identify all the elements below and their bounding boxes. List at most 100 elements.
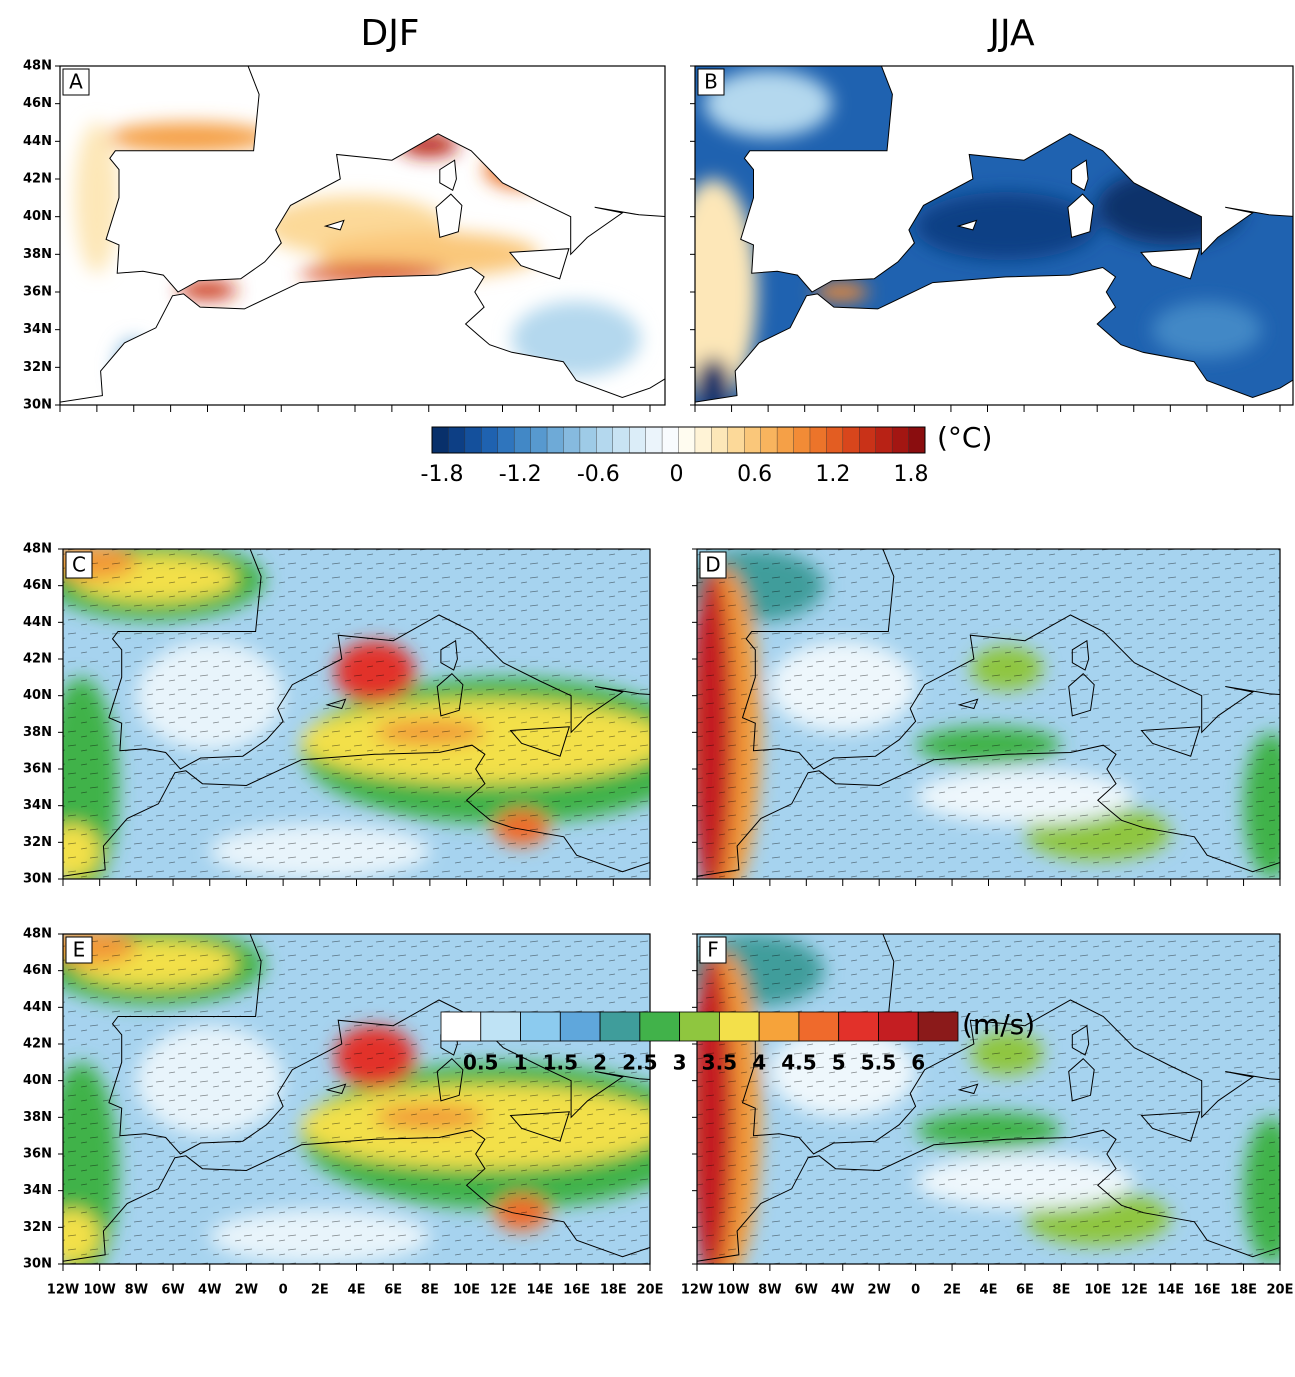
lat-label: 32N <box>23 1220 52 1235</box>
colorbar-tick-label: 4 <box>752 1051 766 1075</box>
streamlines <box>697 934 1280 1264</box>
colorbar-swatch <box>580 427 597 453</box>
lat-label: 48N <box>23 927 52 942</box>
lat-label: 36N <box>23 285 52 300</box>
lon-label: 10E <box>1084 1283 1111 1298</box>
figure: DJF JJA A48N46N44N42N40N38N36N34N32N30NB… <box>0 0 1295 1377</box>
colorbar-tick-label: 6 <box>911 1051 925 1075</box>
colorbar-tick-label: 3.5 <box>702 1051 737 1075</box>
colorbar-swatch <box>640 1012 680 1041</box>
lat-label: 48N <box>23 542 52 557</box>
colorbar-unit: (m/s) <box>962 1008 1035 1041</box>
colorbar-tick-label: 3 <box>673 1051 687 1075</box>
lon-label: 12E <box>1121 1283 1148 1298</box>
lat-label: 48N <box>23 59 52 74</box>
colorbar-swatch <box>613 427 630 453</box>
map-panel <box>45 540 705 898</box>
lon-label: 2E <box>311 1283 329 1298</box>
lat-label: 36N <box>23 762 52 777</box>
lon-label: 8E <box>1052 1283 1070 1298</box>
lat-label: 36N <box>23 1147 52 1162</box>
field-blob <box>106 123 272 153</box>
lon-label: 14E <box>1157 1283 1184 1298</box>
lat-label: 34N <box>23 798 52 813</box>
lat-label: 38N <box>23 1110 52 1125</box>
colorbar-swatch <box>892 427 909 453</box>
colorbar-swatch <box>679 427 696 453</box>
colorbar-tick-label: 1.5 <box>543 1051 578 1075</box>
lat-label: 38N <box>23 247 52 262</box>
colorbar-swatch <box>498 427 515 453</box>
lon-label: 6W <box>161 1283 184 1298</box>
lon-label: 20E <box>1267 1283 1294 1298</box>
colorbar-tick-label: 0 <box>670 462 684 487</box>
colorbar-tick-label: 2.5 <box>622 1051 657 1075</box>
colorbar-swatch <box>843 427 860 453</box>
streamlines <box>63 549 650 879</box>
colorbar-swatch <box>839 1012 879 1041</box>
colorbar-swatch <box>777 427 794 453</box>
lon-label: 0 <box>911 1283 920 1298</box>
panel-label: C <box>72 553 86 577</box>
colorbar-swatch <box>719 1012 759 1041</box>
lon-label: 12E <box>490 1283 517 1298</box>
colorbar-swatch <box>481 1012 521 1041</box>
streamlines <box>63 934 650 1264</box>
colorbar-tick-label: -1.2 <box>499 462 542 487</box>
colorbar-tick-label: 1.8 <box>894 462 929 487</box>
lon-label: 0 <box>279 1283 288 1298</box>
lat-label: 30N <box>23 398 52 413</box>
column-title: DJF <box>360 13 419 54</box>
lon-label: 12W <box>681 1283 713 1298</box>
colorbar-swatch <box>876 427 893 453</box>
colorbar-swatch <box>514 427 531 453</box>
colorbar-swatch <box>918 1012 958 1041</box>
colorbar-tick-label: 4.5 <box>781 1051 816 1075</box>
colorbar-swatch <box>761 427 778 453</box>
lat-label: 46N <box>23 578 52 593</box>
field-blob <box>75 122 119 273</box>
colorbar-swatch <box>646 427 663 453</box>
colorbar-swatch <box>799 1012 839 1041</box>
lon-label: 20E <box>637 1283 664 1298</box>
colorbar-swatch <box>826 427 843 453</box>
map-panel <box>679 925 1295 1283</box>
lat-label: 46N <box>23 963 52 978</box>
lon-label: 10E <box>453 1283 480 1298</box>
colorbar-tick-label: 5 <box>832 1051 846 1075</box>
colorbar-swatch <box>680 1012 720 1041</box>
lat-label: 34N <box>23 322 52 337</box>
colorbar-swatch <box>728 427 745 453</box>
lat-label: 30N <box>23 1257 52 1272</box>
field-blob <box>1152 301 1262 358</box>
lat-label: 32N <box>23 360 52 375</box>
lon-label: 14E <box>526 1283 553 1298</box>
lon-label: 8E <box>421 1283 439 1298</box>
lon-label: 8W <box>125 1283 148 1298</box>
lat-label: 38N <box>23 725 52 740</box>
colorbar-swatch <box>662 427 679 453</box>
lat-label: 42N <box>23 1037 52 1052</box>
lat-label: 30N <box>23 872 52 887</box>
lon-label: 16E <box>563 1283 590 1298</box>
colorbar-swatch <box>744 427 761 453</box>
colorbar-swatch <box>600 1012 640 1041</box>
colorbar-swatch <box>629 427 646 453</box>
map-panel <box>45 925 705 1283</box>
colorbar-swatch <box>810 427 827 453</box>
lat-label: 40N <box>23 209 52 224</box>
map-panel <box>679 540 1295 898</box>
lon-label: 4E <box>980 1283 998 1298</box>
colorbar-swatch <box>448 427 465 453</box>
colorbar-swatch <box>547 427 564 453</box>
colorbar-tick-label: -1.8 <box>421 462 464 487</box>
lon-label: 12W <box>47 1283 79 1298</box>
lon-label: 16E <box>1194 1283 1221 1298</box>
colorbar-swatch <box>560 1012 600 1041</box>
panel-label: D <box>705 553 720 577</box>
colorbar-tick-label: 5.5 <box>861 1051 896 1075</box>
colorbar-swatch <box>759 1012 799 1041</box>
column-title: JJA <box>987 13 1035 54</box>
lat-label: 42N <box>23 652 52 667</box>
colorbar-swatch <box>432 427 449 453</box>
